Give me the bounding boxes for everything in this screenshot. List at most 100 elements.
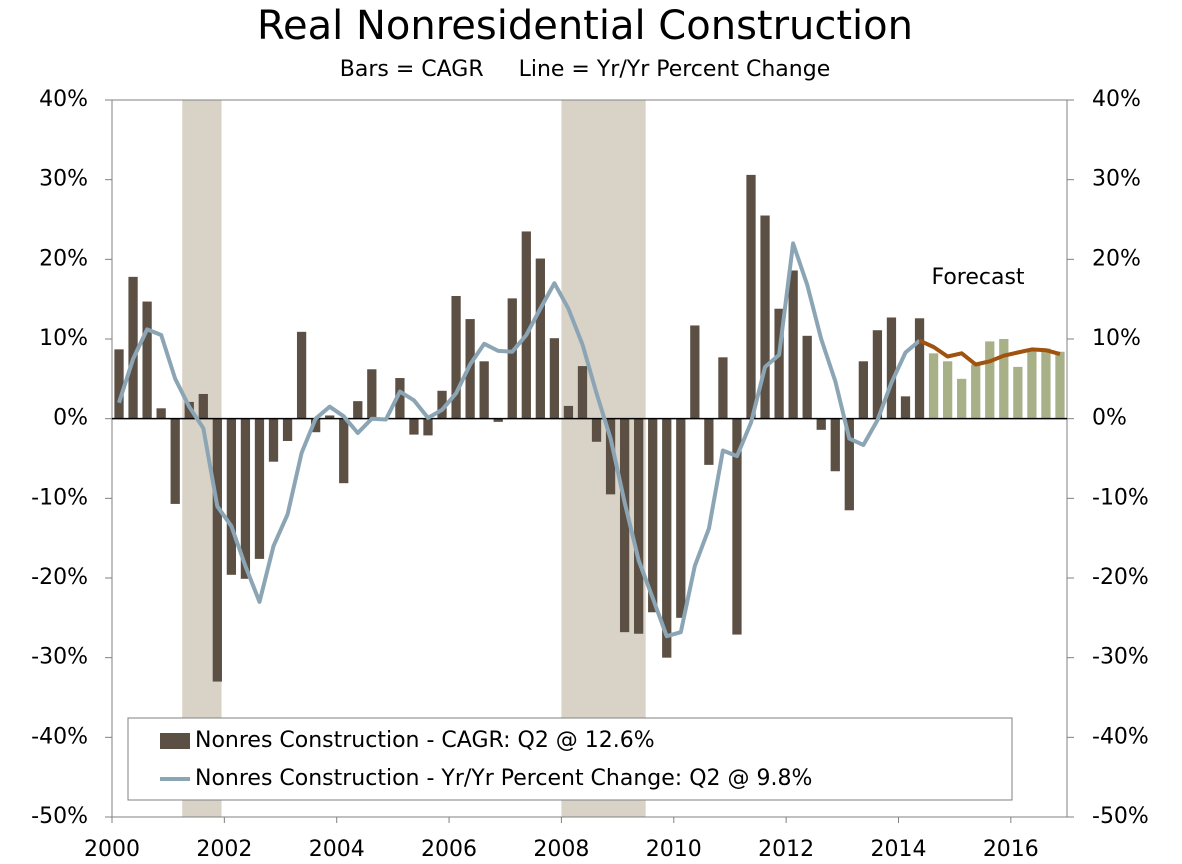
bar bbox=[577, 366, 588, 419]
recession-shade bbox=[561, 100, 646, 817]
bar bbox=[156, 408, 166, 419]
plot-frame bbox=[111, 99, 1068, 818]
line bbox=[117, 241, 921, 639]
bar bbox=[690, 325, 700, 419]
bar bbox=[1027, 350, 1037, 419]
bar bbox=[928, 353, 939, 419]
bar bbox=[619, 418, 630, 633]
bar bbox=[479, 361, 489, 419]
bar bbox=[872, 330, 883, 419]
bar bbox=[746, 174, 756, 419]
legend-box bbox=[127, 717, 1013, 801]
y-tick-label: 30% bbox=[39, 167, 88, 192]
y2-tick-label: -30% bbox=[1092, 645, 1149, 670]
x-tick-label: 2008 bbox=[533, 837, 589, 862]
forecast-label: Forecast bbox=[931, 265, 1024, 290]
bar bbox=[1013, 366, 1023, 419]
x-tick-label: 2006 bbox=[421, 837, 477, 862]
bar bbox=[254, 418, 265, 559]
chart-subtitle: Bars = CAGR Line = Yr/Yr Percent Change bbox=[340, 57, 830, 82]
bar bbox=[437, 390, 447, 419]
bar bbox=[282, 418, 293, 441]
bar bbox=[409, 418, 419, 435]
bar bbox=[914, 318, 925, 419]
bar bbox=[128, 276, 138, 419]
x-tick-label: 2016 bbox=[983, 837, 1039, 862]
bar bbox=[1055, 351, 1065, 419]
bar bbox=[802, 335, 812, 419]
bar bbox=[732, 418, 742, 635]
bar bbox=[634, 418, 644, 634]
x-tick-label: 2000 bbox=[84, 837, 140, 862]
y-tick-label: 20% bbox=[39, 246, 88, 271]
y-tick-label: -30% bbox=[31, 645, 88, 670]
bar bbox=[858, 361, 868, 419]
bar bbox=[1041, 348, 1051, 419]
legend-label: Nonres Construction - Yr/Yr Percent Chan… bbox=[195, 766, 812, 791]
bar bbox=[957, 378, 967, 419]
bar bbox=[971, 364, 981, 419]
bar bbox=[535, 258, 545, 419]
x-tick-label: 2012 bbox=[758, 837, 814, 862]
bar bbox=[521, 231, 531, 419]
y2-tick-label: -40% bbox=[1092, 724, 1149, 749]
y2-tick-label: 20% bbox=[1092, 246, 1141, 271]
bar bbox=[296, 331, 307, 419]
bar bbox=[676, 418, 686, 618]
bar bbox=[325, 415, 335, 419]
bar bbox=[830, 418, 840, 472]
y-tick-label: 10% bbox=[39, 326, 88, 351]
bar bbox=[999, 339, 1009, 419]
bar bbox=[423, 418, 433, 436]
bar bbox=[648, 418, 658, 613]
y-tick-label: -50% bbox=[31, 804, 88, 829]
y2-tick-label: 30% bbox=[1092, 167, 1141, 192]
bar bbox=[268, 418, 279, 462]
bar bbox=[493, 418, 503, 422]
x-tick-label: 2004 bbox=[309, 837, 365, 862]
bar bbox=[774, 308, 784, 419]
bar bbox=[886, 317, 897, 419]
bar bbox=[170, 418, 180, 504]
bar bbox=[507, 298, 517, 419]
line bbox=[918, 338, 1061, 367]
bar bbox=[226, 418, 237, 575]
bar bbox=[367, 369, 377, 419]
bar bbox=[549, 338, 560, 419]
y-tick-label: -20% bbox=[31, 565, 88, 590]
bar bbox=[339, 418, 349, 484]
bar bbox=[985, 341, 995, 419]
bar bbox=[114, 349, 124, 419]
bar bbox=[704, 418, 714, 465]
y-tick-label: -40% bbox=[31, 724, 88, 749]
bar bbox=[240, 418, 251, 579]
x-tick-label: 2002 bbox=[196, 837, 252, 862]
bar bbox=[760, 215, 770, 419]
bar bbox=[451, 295, 461, 419]
y-tick-label: -10% bbox=[31, 485, 88, 510]
bar bbox=[662, 418, 672, 658]
legend-swatch bbox=[160, 733, 190, 749]
bar bbox=[591, 418, 602, 442]
bar bbox=[605, 418, 616, 495]
chart-title: Real Nonresidential Construction bbox=[257, 3, 913, 49]
legend: Nonres Construction - CAGR: Q2 @ 12.6% No… bbox=[127, 717, 1013, 801]
y2-tick-label: 40% bbox=[1092, 87, 1141, 112]
y2-tick-label: 0% bbox=[1092, 406, 1127, 431]
bar bbox=[942, 361, 953, 419]
bar bbox=[900, 396, 911, 419]
bar bbox=[844, 418, 854, 511]
y2-tick-label: -50% bbox=[1092, 804, 1149, 829]
bar bbox=[198, 393, 208, 419]
bar bbox=[788, 270, 798, 419]
bar bbox=[212, 418, 222, 682]
x-tick-label: 2014 bbox=[870, 837, 926, 862]
y2-tick-label: -10% bbox=[1092, 485, 1149, 510]
y2-tick-label: -20% bbox=[1092, 565, 1149, 590]
bar bbox=[718, 357, 728, 419]
bar bbox=[142, 301, 152, 419]
bar bbox=[311, 418, 321, 433]
y-tick-label: 0% bbox=[53, 406, 88, 431]
y-tick-label: 40% bbox=[39, 87, 88, 112]
